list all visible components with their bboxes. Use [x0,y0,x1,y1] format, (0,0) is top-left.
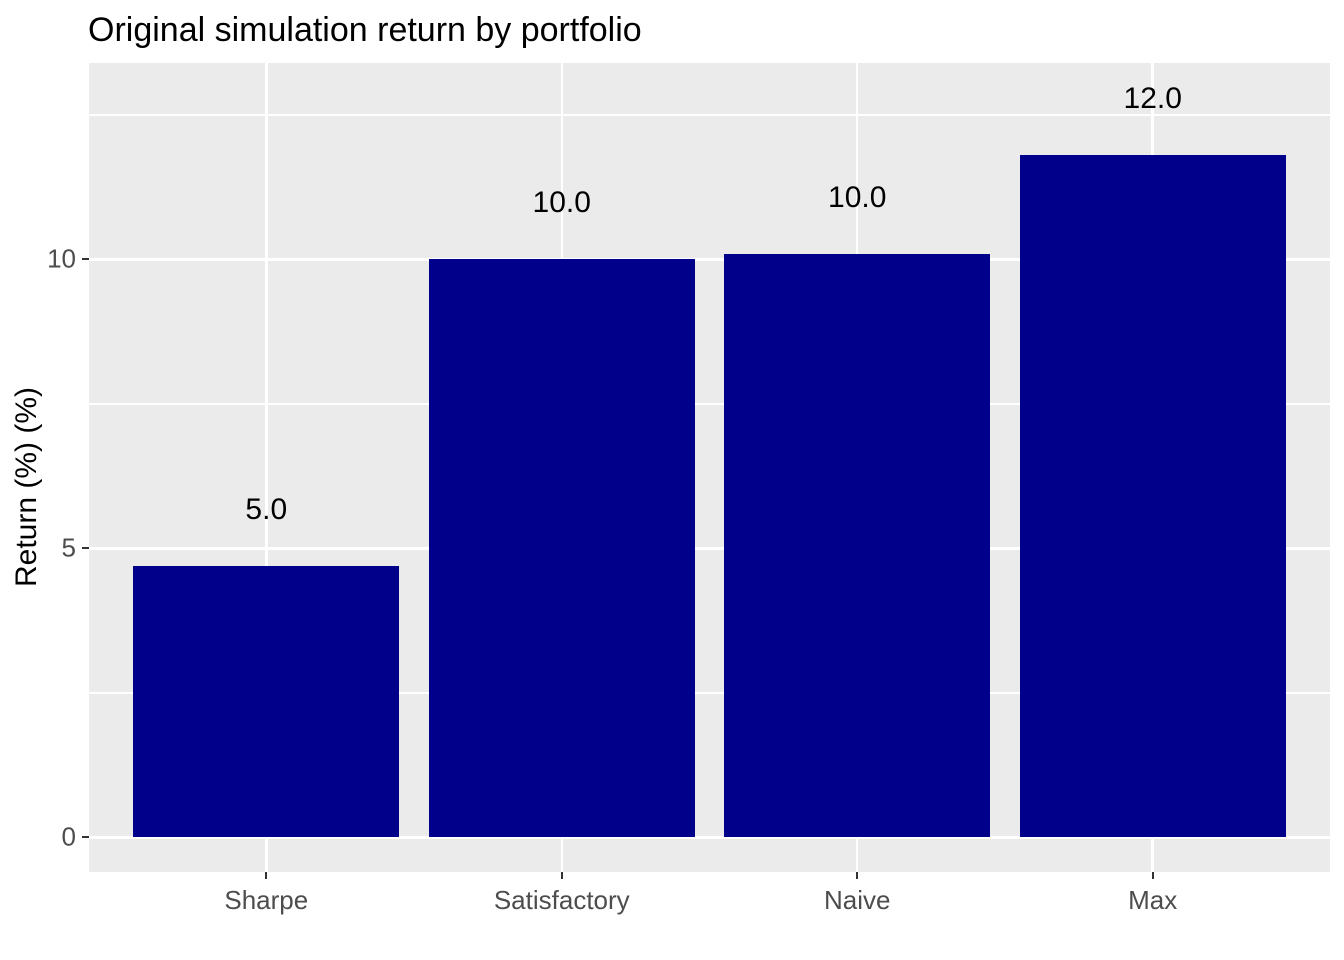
y-tick-label: 5 [61,532,76,563]
bar-value-label: 12.0 [1123,82,1182,116]
y-tick-mark [82,836,89,839]
y-axis-title: Return (%) (%) [10,386,43,588]
bar-sharpe [133,565,400,838]
chart-title: Original simulation return by portfolio [88,11,642,49]
bar-value-label: 5.0 [245,492,288,526]
major-gridline [89,836,1330,839]
bar-max [1019,155,1286,838]
x-tick-mark [856,872,859,879]
major-gridline [89,258,1330,261]
minor-gridline [89,114,1330,116]
y-tick-mark [82,547,89,550]
y-tick-label: 0 [61,821,76,852]
bar-value-label: 10.0 [828,180,887,214]
bar-naive [724,253,991,838]
x-tick-label-max: Max [1128,885,1178,915]
category-gridline [265,63,268,872]
bar-value-label: 10.0 [532,186,591,220]
y-tick-label: 10 [47,243,76,274]
minor-gridline [89,692,1330,694]
x-tick-mark [560,872,563,879]
x-tick-label-satisfactory: Satisfactory [493,885,630,915]
x-tick-label-naive: Naive [823,885,891,915]
major-gridline [89,547,1330,550]
x-tick-mark [1151,872,1154,879]
x-tick-mark [265,872,268,879]
minor-gridline [89,403,1330,405]
plot-panel: 5.0 10.0 10.0 12.0 [89,63,1330,872]
y-tick-mark [82,258,89,261]
x-tick-label-sharpe: Sharpe [224,885,309,915]
bar-satisfactory [428,259,695,838]
